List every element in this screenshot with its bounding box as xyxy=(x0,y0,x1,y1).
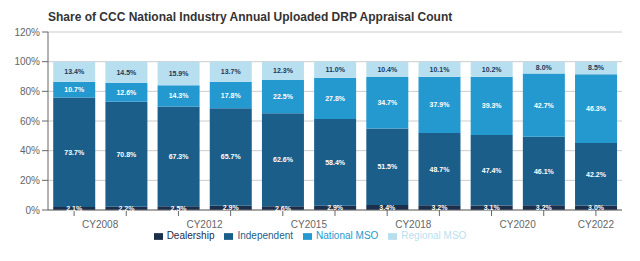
svg-text:34.7%: 34.7% xyxy=(377,99,398,106)
svg-text:42.2%: 42.2% xyxy=(586,171,607,178)
svg-text:CY2008: CY2008 xyxy=(82,219,119,230)
svg-text:CY2015: CY2015 xyxy=(291,219,328,230)
svg-text:37.9%: 37.9% xyxy=(430,101,451,108)
svg-text:CY2012: CY2012 xyxy=(186,219,223,230)
svg-text:CY2022: CY2022 xyxy=(578,219,615,230)
svg-text:0%: 0% xyxy=(26,205,41,216)
svg-text:120%: 120% xyxy=(14,27,40,38)
svg-text:3.2%: 3.2% xyxy=(536,204,553,211)
html-text:Regional MSO: Regional MSO xyxy=(401,230,467,241)
svg-text:2.2%: 2.2% xyxy=(118,205,135,212)
svg-text:10.4%: 10.4% xyxy=(377,66,398,73)
svg-text:2.9%: 2.9% xyxy=(223,204,240,211)
svg-text:46.3%: 46.3% xyxy=(586,105,607,112)
svg-text:2.6%: 2.6% xyxy=(275,205,292,212)
svg-text:13.4%: 13.4% xyxy=(64,68,85,75)
svg-text:8.0%: 8.0% xyxy=(536,64,553,71)
svg-text:3.0%: 3.0% xyxy=(588,204,605,211)
svg-text:17.8%: 17.8% xyxy=(221,92,242,99)
svg-text:48.7%: 48.7% xyxy=(430,166,451,173)
svg-text:40%: 40% xyxy=(20,145,40,156)
svg-text:100%: 100% xyxy=(14,56,40,67)
svg-text:CY2018: CY2018 xyxy=(395,219,432,230)
svg-text:39.3%: 39.3% xyxy=(482,102,503,109)
svg-text:10.7%: 10.7% xyxy=(64,86,85,93)
svg-text:3.4%: 3.4% xyxy=(379,204,396,211)
svg-text:12.6%: 12.6% xyxy=(116,89,137,96)
svg-text:14.3%: 14.3% xyxy=(169,92,190,99)
svg-text:13.7%: 13.7% xyxy=(221,68,242,75)
svg-text:3.2%: 3.2% xyxy=(432,204,449,211)
svg-text:27.8%: 27.8% xyxy=(325,95,346,102)
html-text:Share of CCC National Industry: Share of CCC National Industry Annual Up… xyxy=(48,10,453,24)
html-text:Dealership: Dealership xyxy=(166,230,215,241)
svg-text:10.1%: 10.1% xyxy=(430,66,451,73)
svg-text:73.7%: 73.7% xyxy=(64,149,85,156)
html-text:Independent: Independent xyxy=(237,230,294,241)
svg-text:46.1%: 46.1% xyxy=(534,168,555,175)
svg-text:11.0%: 11.0% xyxy=(325,66,345,73)
svg-text:51.5%: 51.5% xyxy=(377,163,398,170)
svg-text:47.4%: 47.4% xyxy=(482,167,503,174)
svg-text:14.5%: 14.5% xyxy=(116,69,137,76)
svg-text:12.3%: 12.3% xyxy=(273,67,294,74)
svg-text:15.9%: 15.9% xyxy=(169,70,190,77)
svg-text:2.1%: 2.1% xyxy=(66,205,83,212)
svg-text:60%: 60% xyxy=(20,116,40,127)
svg-text:3.1%: 3.1% xyxy=(484,204,501,211)
svg-text:65.7%: 65.7% xyxy=(221,153,242,160)
svg-text:62.6%: 62.6% xyxy=(273,156,294,163)
svg-text:80%: 80% xyxy=(20,86,40,97)
svg-text:70.8%: 70.8% xyxy=(116,151,137,158)
svg-text:10.2%: 10.2% xyxy=(482,66,503,73)
svg-text:42.7%: 42.7% xyxy=(534,102,555,109)
html-text:National MSO: National MSO xyxy=(316,230,379,241)
svg-text:CY2020: CY2020 xyxy=(500,219,537,230)
svg-text:67.3%: 67.3% xyxy=(169,153,190,160)
svg-text:2.9%: 2.9% xyxy=(327,204,344,211)
svg-text:20%: 20% xyxy=(20,175,40,186)
svg-text:8.5%: 8.5% xyxy=(588,64,605,71)
svg-text:58.4%: 58.4% xyxy=(325,159,346,166)
svg-text:22.5%: 22.5% xyxy=(273,93,294,100)
svg-text:2.5%: 2.5% xyxy=(171,205,188,212)
